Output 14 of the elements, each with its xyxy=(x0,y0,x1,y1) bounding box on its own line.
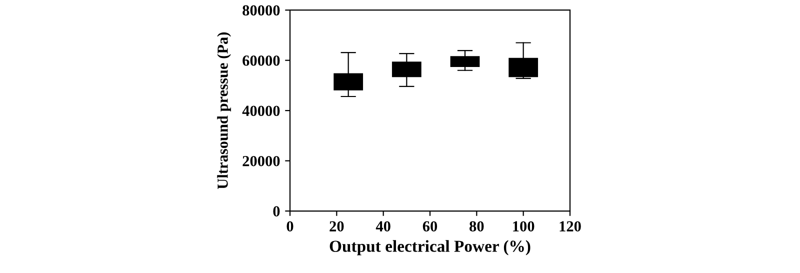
y-tick-label: 40000 xyxy=(242,106,280,116)
x-tick-label: 0 xyxy=(286,221,294,232)
x-tick-label: 120 xyxy=(560,221,581,232)
y-tick-label: 20000 xyxy=(242,156,280,166)
x-tick-label: 80 xyxy=(470,221,484,232)
x-tick-label: 20 xyxy=(330,221,344,232)
x-tick-label: 100 xyxy=(513,221,534,232)
x-tick-label: 60 xyxy=(422,221,438,232)
y-axis-title: Ultrasound pressue (Pa) xyxy=(217,32,231,189)
y-tick-label: 0 xyxy=(273,206,280,216)
y-tick-label: 80000 xyxy=(242,5,280,16)
x-tick-label: 40 xyxy=(376,221,390,232)
x-axis-title: Output electrical Power (%) xyxy=(330,240,530,256)
y-tick-label: 60000 xyxy=(242,55,280,66)
